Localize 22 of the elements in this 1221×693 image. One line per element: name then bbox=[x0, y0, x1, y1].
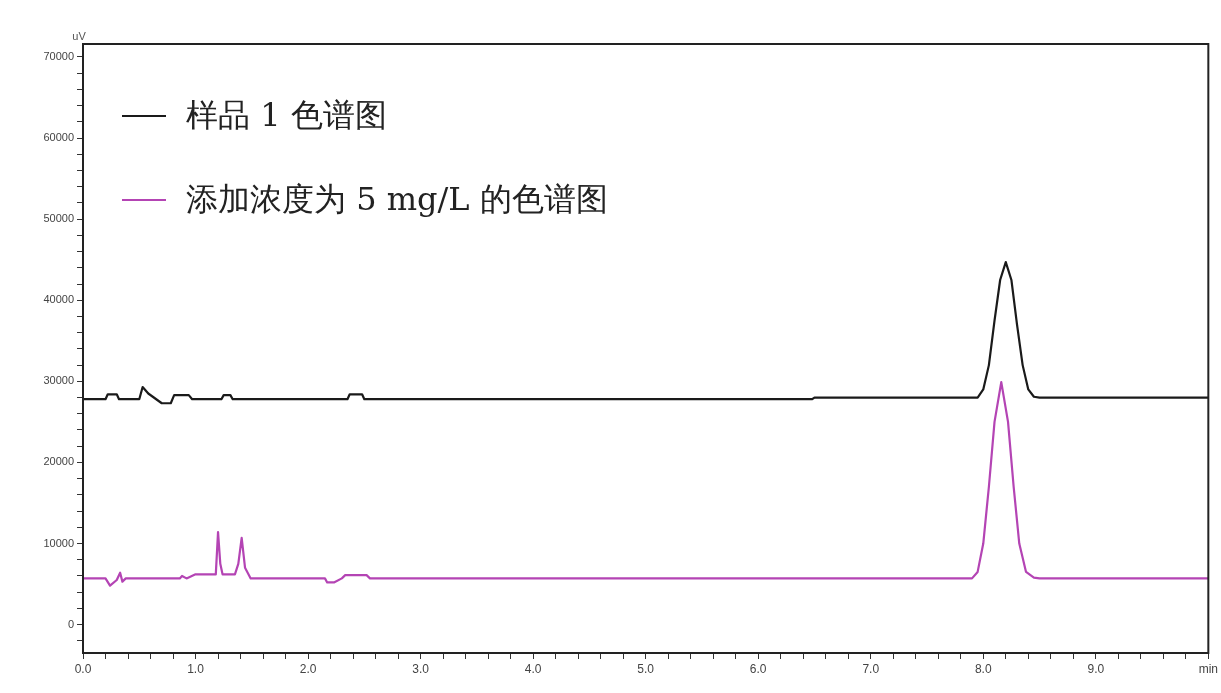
x-tick-label: 3.0 bbox=[412, 661, 430, 676]
y-tick-label: 50000 bbox=[43, 212, 74, 225]
y-tick-label: 70000 bbox=[43, 50, 74, 63]
x-tick-label: 2.0 bbox=[299, 661, 317, 676]
x-tick-label: 6.0 bbox=[749, 661, 767, 676]
x-tick-label: min bbox=[1198, 661, 1218, 676]
y-tick-label: 0 bbox=[67, 617, 74, 630]
x-tick-label: 4.0 bbox=[524, 661, 542, 676]
y-tick-label: 10000 bbox=[43, 536, 74, 549]
legend-label: 样品 1 色谱图 bbox=[186, 95, 387, 136]
y-tick-label: 40000 bbox=[43, 293, 74, 306]
x-tick-label: 7.0 bbox=[862, 661, 880, 676]
y-tick-label: 60000 bbox=[43, 131, 74, 144]
x-tick-label: 5.0 bbox=[637, 661, 655, 676]
legend-label: 添加浓度为 5 mg/L 的色谱图 bbox=[186, 179, 608, 220]
x-tick-label: 1.0 bbox=[187, 661, 205, 676]
x-tick-label: 8.0 bbox=[974, 661, 992, 676]
y-axis-title: uV bbox=[72, 29, 87, 42]
x-tick-label: 0.0 bbox=[74, 661, 92, 676]
y-tick-label: 30000 bbox=[43, 374, 74, 387]
y-tick-label: 20000 bbox=[43, 455, 74, 468]
x-tick-label: 9.0 bbox=[1087, 661, 1105, 676]
